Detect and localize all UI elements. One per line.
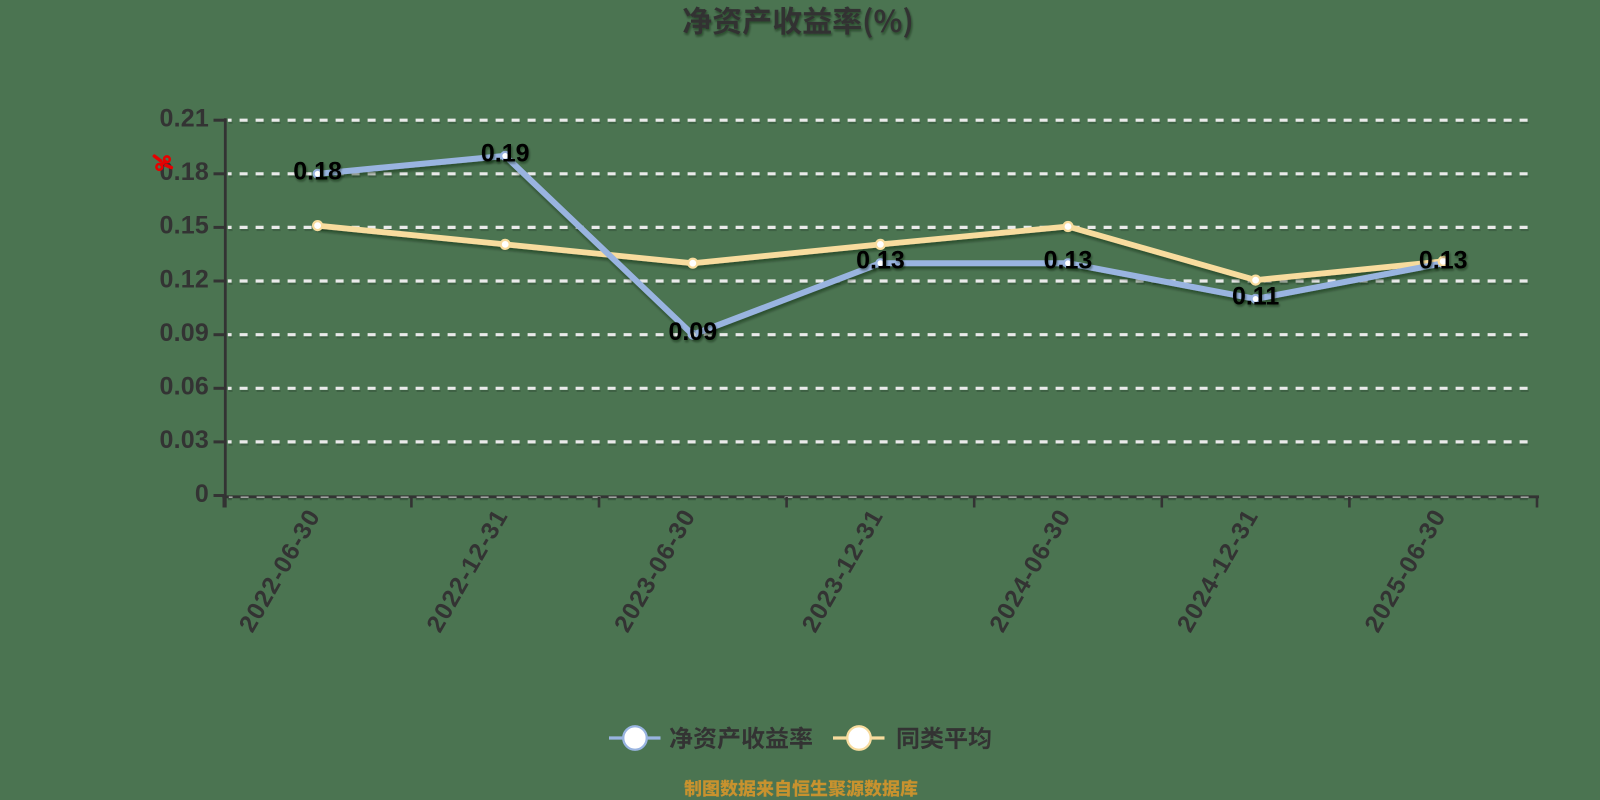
svg-text:0.11: 0.11 <box>1232 282 1279 310</box>
svg-text:0: 0 <box>195 480 209 508</box>
svg-text:0.13: 0.13 <box>856 247 905 275</box>
svg-text:0.15: 0.15 <box>160 212 209 240</box>
svg-text:0.09: 0.09 <box>160 319 209 347</box>
svg-text:0.13: 0.13 <box>1044 247 1093 275</box>
svg-text:0.18: 0.18 <box>293 157 342 185</box>
svg-text:0.12: 0.12 <box>160 265 209 293</box>
svg-text:0.19: 0.19 <box>481 139 530 167</box>
svg-text:0.03: 0.03 <box>160 426 209 454</box>
svg-text:0.21: 0.21 <box>160 105 209 133</box>
svg-text:0.13: 0.13 <box>1419 247 1468 275</box>
svg-text:0.06: 0.06 <box>160 373 209 401</box>
svg-text:0.09: 0.09 <box>668 318 717 346</box>
